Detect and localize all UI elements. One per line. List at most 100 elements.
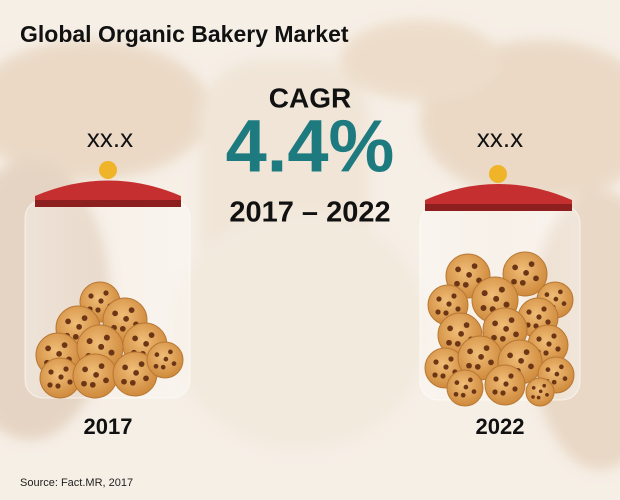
chocolate-chip: [503, 381, 509, 387]
chocolate-chip: [440, 373, 446, 379]
chocolate-chip: [433, 359, 439, 365]
chocolate-chip: [98, 363, 105, 369]
chocolate-chip: [508, 373, 514, 379]
chocolate-chip: [492, 320, 498, 327]
jar-value: xx.x: [87, 123, 133, 153]
chocolate-chip: [56, 351, 62, 357]
chocolate-chip: [536, 314, 542, 320]
chocolate-chip: [480, 305, 487, 312]
chocolate-chip: [531, 385, 536, 390]
chocolate-chip: [128, 307, 135, 313]
chocolate-chip: [492, 389, 498, 395]
chocolate-chip: [512, 386, 518, 392]
chocolate-chip: [45, 345, 51, 352]
chocolate-chip: [545, 392, 549, 397]
lid-rim: [35, 200, 181, 207]
jar: [24, 161, 191, 399]
chocolate-chip: [471, 263, 478, 269]
chocolate-chip: [138, 361, 145, 367]
lid: [425, 184, 572, 208]
chocolate-chip: [67, 379, 73, 385]
chocolate-chip: [562, 376, 568, 381]
chocolate-chip: [493, 295, 500, 302]
chocolate-chip: [458, 331, 464, 337]
chocolate-chip: [554, 371, 560, 377]
chocolate-chip: [81, 315, 88, 321]
chocolate-chip: [533, 323, 539, 329]
chocolate-chip: [432, 372, 438, 378]
chocolate-chip: [148, 332, 155, 338]
chocolate-chip: [538, 389, 543, 394]
chocolate-chip: [168, 349, 173, 355]
chocolate-chip: [460, 392, 466, 398]
chocolate-chip: [48, 369, 54, 375]
chocolate-chip: [103, 377, 109, 384]
chocolate-chip: [76, 324, 82, 330]
chocolate-chip: [498, 286, 505, 293]
chocolate-chip: [72, 333, 79, 340]
chocolate-chip: [446, 301, 452, 307]
chocolate-chip: [171, 361, 177, 366]
chocolate-chip: [454, 380, 460, 385]
chocolate-chip: [478, 354, 484, 360]
chocolate-chip: [103, 290, 109, 296]
lid-knob: [99, 161, 117, 179]
chocolate-chip: [47, 382, 53, 388]
chocolate-chip: [447, 325, 453, 332]
chocolate-chip: [453, 391, 459, 397]
chocolate-chip: [55, 383, 61, 389]
chocolate-chip: [544, 292, 550, 297]
chocolate-chip: [463, 322, 470, 328]
lid-rim: [425, 204, 572, 211]
chocolate-chip: [481, 290, 488, 297]
chocolate-chip: [143, 375, 149, 382]
chocolate-chip: [132, 335, 138, 342]
chocolate-chip: [551, 333, 557, 339]
cagr-label: CAGR: [269, 82, 351, 113]
chocolate-chip: [500, 390, 506, 396]
chocolate-chip: [123, 316, 129, 322]
lid: [35, 180, 181, 204]
chocolate-chip: [154, 352, 160, 357]
chocolate-chip: [81, 380, 87, 387]
chocolate-chip: [466, 272, 472, 278]
chocolate-chip: [436, 296, 442, 302]
chocolate-chip: [435, 309, 441, 315]
lid-knob: [489, 165, 507, 183]
chocolate-chip: [61, 342, 68, 348]
chocolate-chip: [443, 364, 449, 370]
chocolate-chip: [523, 349, 530, 355]
chocolate-chip: [512, 264, 518, 271]
chocolate-chip: [528, 261, 535, 267]
jar-value: xx.x: [477, 123, 523, 153]
chocolate-chip: [63, 366, 69, 372]
chocolate-chip: [133, 370, 139, 376]
chocolate-chip: [143, 341, 149, 347]
chocolate-chip: [82, 366, 88, 373]
chocolate-chip: [454, 280, 460, 287]
chocolate-chip: [129, 379, 136, 386]
chocolate-chip: [463, 384, 469, 390]
jar-year: 2017: [84, 414, 133, 439]
chocolate-chip: [519, 279, 526, 286]
chocolate-chip: [153, 363, 159, 369]
chocolate-chip: [526, 309, 532, 315]
chocolate-chip: [467, 348, 473, 355]
chocolate-chip: [483, 345, 490, 351]
chocolate-chip: [541, 306, 547, 312]
chocolate-chip: [455, 266, 461, 273]
chocolate-chip: [446, 339, 452, 346]
chocolate-chip: [119, 325, 126, 332]
chocolate-chip: [542, 383, 547, 388]
cagr-value: 4.4%: [226, 105, 395, 188]
chocolate-chip: [443, 310, 449, 316]
chocolate-chip: [488, 359, 494, 366]
chocolate-chip: [536, 395, 541, 400]
chocolate-chip: [112, 310, 118, 317]
chocolate-chip: [533, 275, 539, 282]
chocolate-chip: [555, 346, 561, 352]
chocolate-chip: [493, 376, 499, 382]
chocolate-chip: [499, 335, 506, 342]
chocolate-chip: [511, 278, 517, 285]
